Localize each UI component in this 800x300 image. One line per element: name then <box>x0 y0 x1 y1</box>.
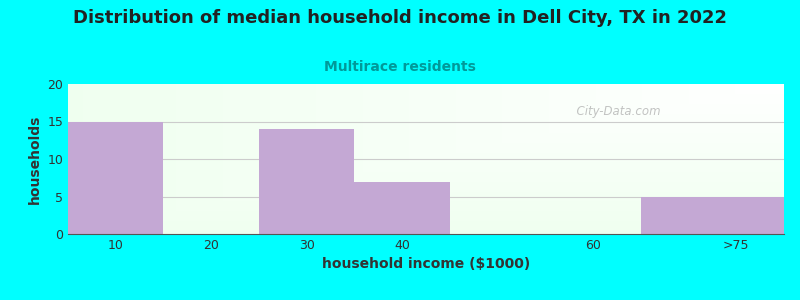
Y-axis label: households: households <box>28 114 42 204</box>
Text: Multirace residents: Multirace residents <box>324 60 476 74</box>
Bar <box>354 182 450 234</box>
Text: Distribution of median household income in Dell City, TX in 2022: Distribution of median household income … <box>73 9 727 27</box>
Text: City-Data.com: City-Data.com <box>570 104 661 118</box>
Bar <box>641 196 784 234</box>
Bar <box>68 122 163 234</box>
Bar <box>259 129 354 234</box>
X-axis label: household income ($1000): household income ($1000) <box>322 257 530 272</box>
